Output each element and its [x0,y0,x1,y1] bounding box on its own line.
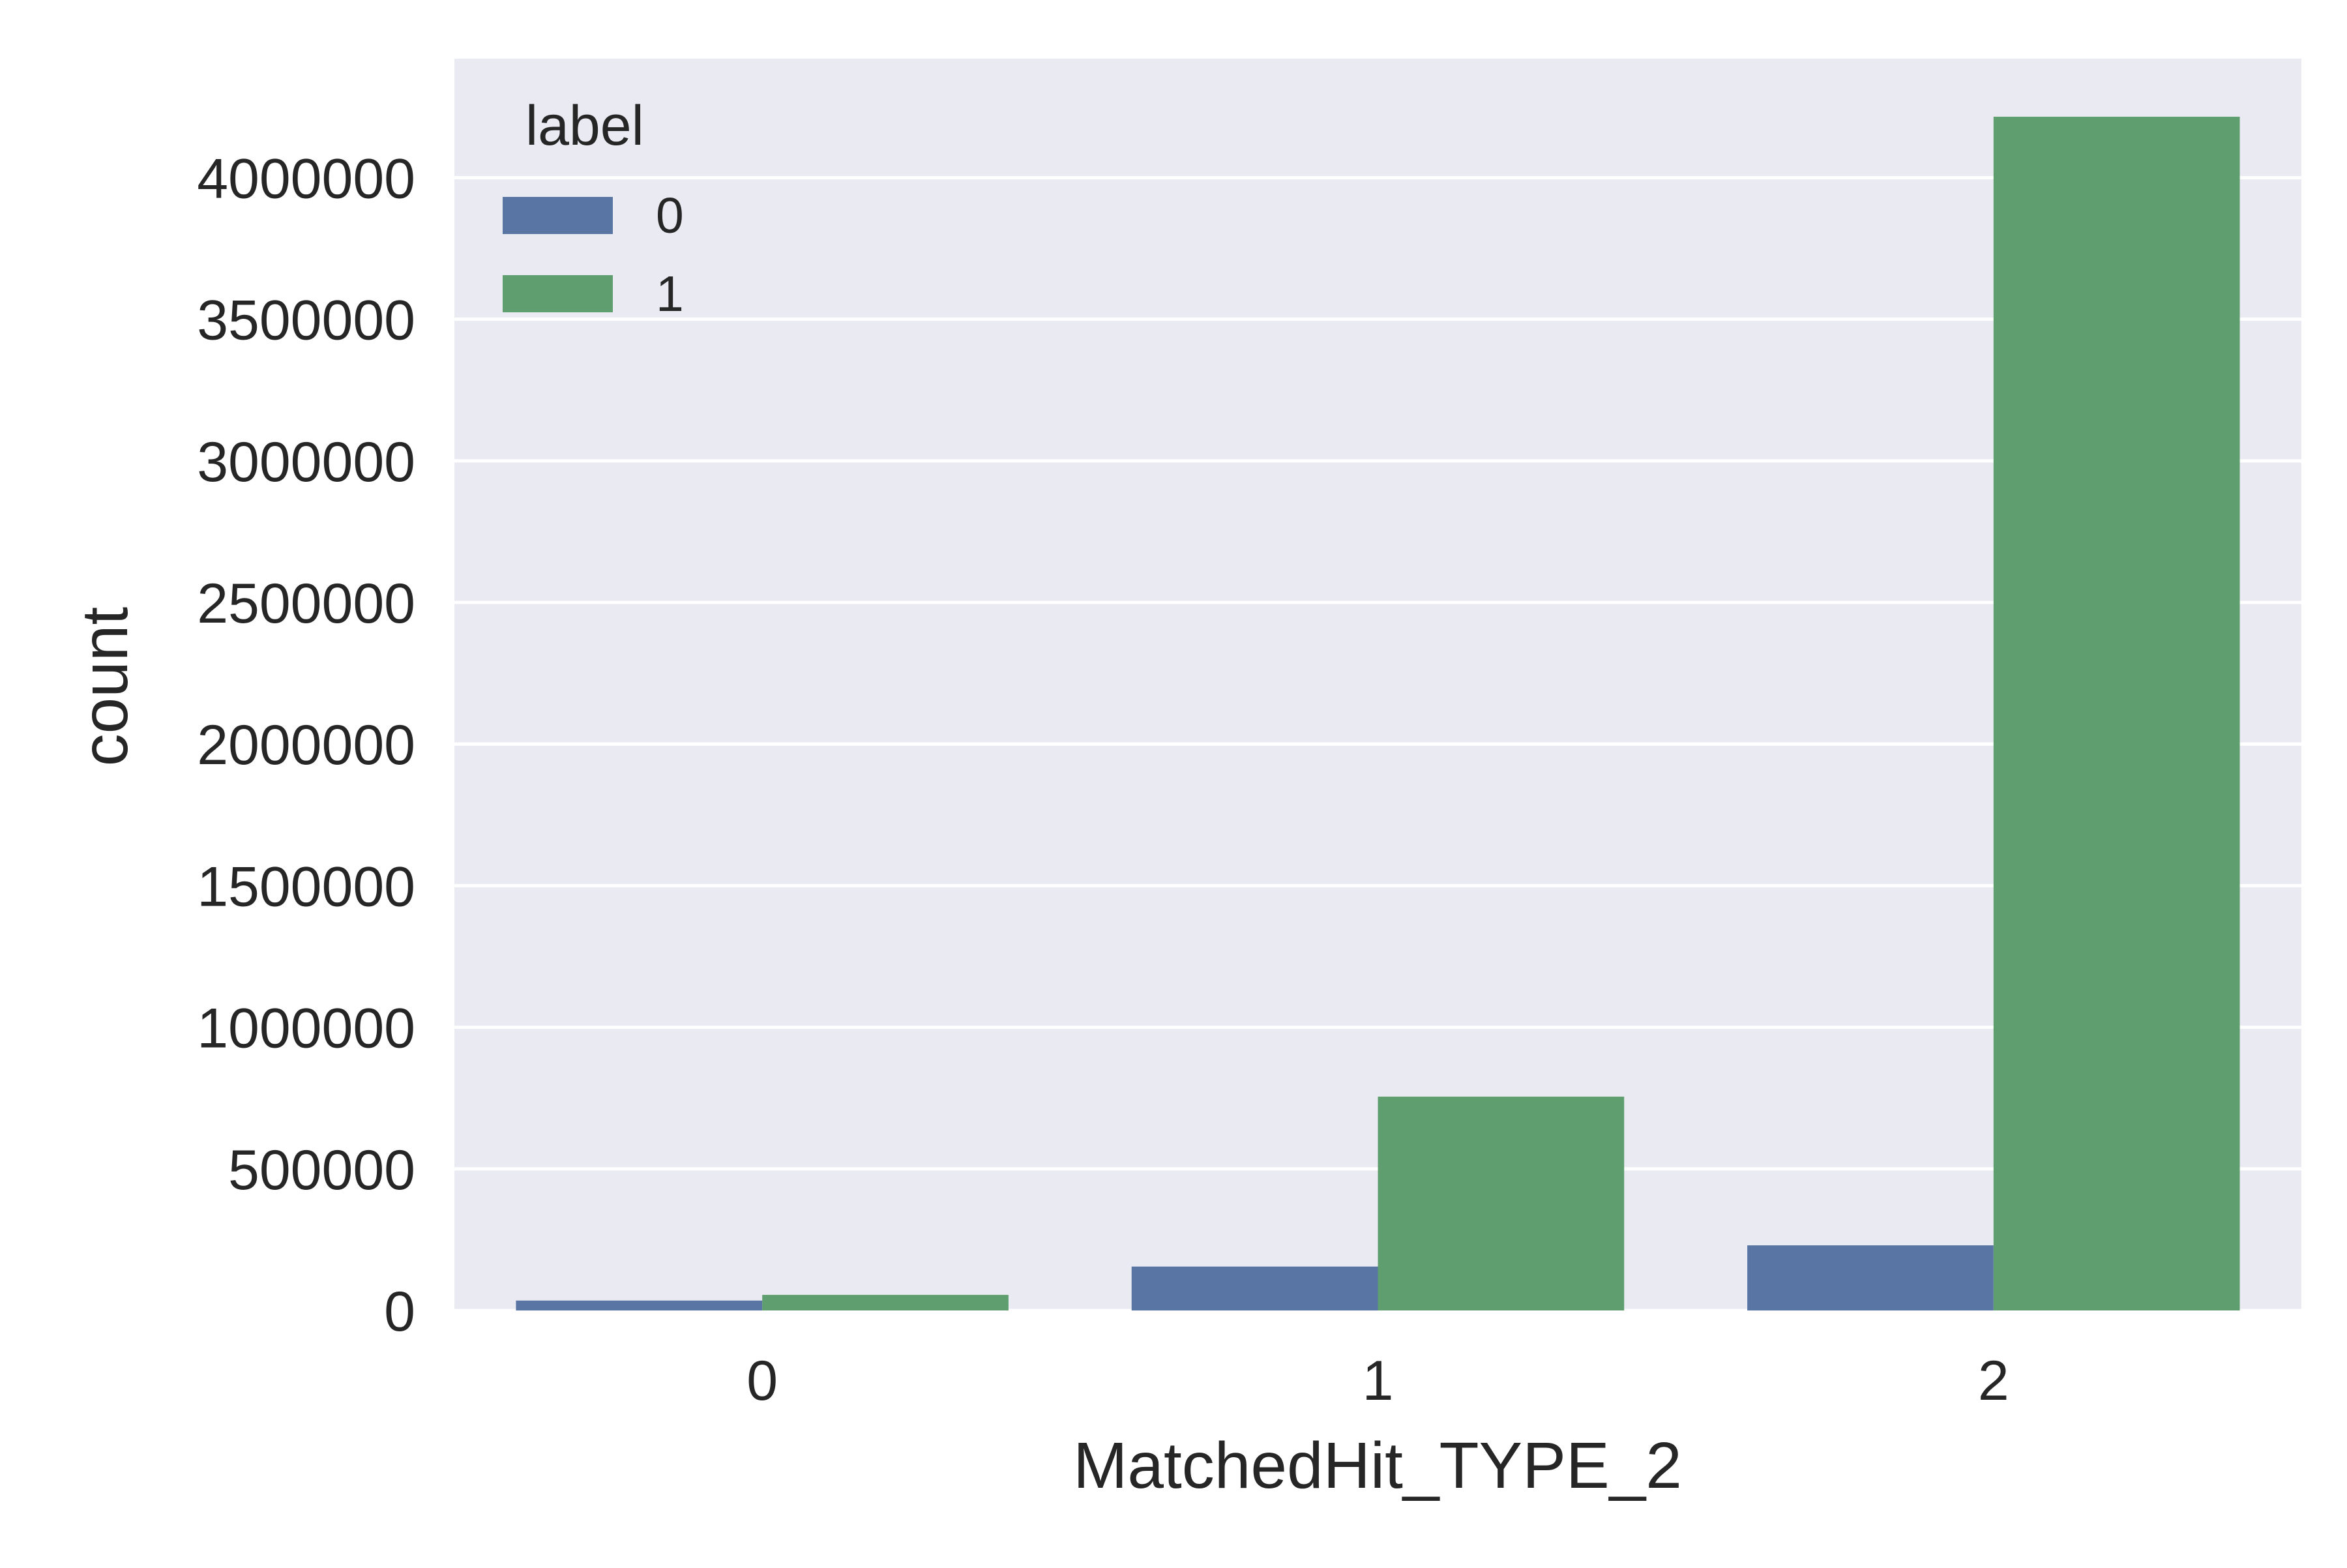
bar-series-0-category-2 [1747,1245,1994,1310]
bar-series-0-category-1 [1131,1266,1378,1310]
y-tick-label: 0 [384,1280,415,1343]
x-tick-labels: 0 1 2 [746,1350,2009,1412]
bar-series-1-category-2 [1993,117,2240,1310]
bars [516,117,2240,1310]
legend: label 0 1 [503,95,684,322]
x-axis-label: MatchedHit_TYPE_2 [1073,1429,1682,1502]
y-tick-label: 1500000 [197,855,415,918]
legend-entry-label: 0 [656,188,684,244]
y-tick-label: 4000000 [197,147,415,210]
x-tick-label: 2 [1978,1350,2009,1412]
bar-series-1-category-1 [1378,1097,1625,1310]
y-tick-label: 3000000 [197,431,415,494]
legend-entry-label: 1 [656,266,684,322]
y-axis-label: count [68,606,141,766]
legend-swatch [503,275,613,312]
y-tick-label: 1000000 [197,998,415,1060]
x-tick-label: 0 [746,1350,778,1412]
bar-series-0-category-0 [516,1300,763,1310]
y-tick-label: 500000 [228,1139,415,1202]
legend-swatch [503,197,613,234]
y-tick-label: 2000000 [197,714,415,777]
legend-title: label [525,95,644,157]
y-tick-label: 2500000 [197,572,415,635]
y-tick-labels: 0 500000 1000000 1500000 2000000 2500000 30000… [197,147,415,1343]
bar-series-1-category-0 [762,1295,1009,1310]
x-tick-label: 1 [1363,1350,1394,1412]
y-tick-label: 3500000 [197,289,415,352]
